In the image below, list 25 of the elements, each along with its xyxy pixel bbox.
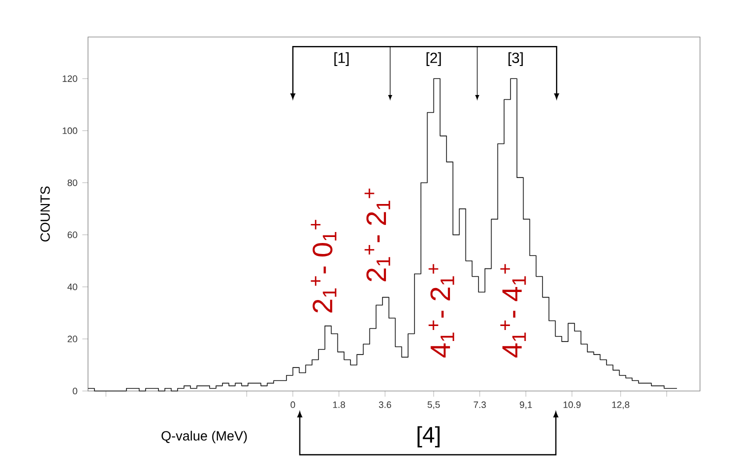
x-tick-label: 9,1: [520, 401, 532, 410]
x-tick-label: 0: [290, 401, 296, 408]
annotation: 4$_{1}$$^{+}$- 2$_{1}$+: [428, 264, 454, 358]
y-tick-label: 100: [62, 127, 78, 134]
y-tick-label: 60: [68, 232, 78, 238]
y-tick-label: 0: [72, 388, 78, 394]
annotation: [1]: [334, 52, 349, 66]
y-axis-title: COUNTS: [40, 186, 50, 242]
x-tick-label: 5,5: [428, 401, 440, 410]
annotation: [2]: [426, 52, 441, 66]
y-tick-label: 40: [67, 284, 78, 290]
annotation: 2$_{1}$$^{+}$- 2$_{1}$+: [364, 188, 390, 282]
annotation: [3]: [508, 52, 523, 66]
annotation: 4$_{1}$$^{+}$- 4$_{1}$+: [500, 264, 526, 358]
y-tick-label: 120: [62, 75, 78, 82]
x-tick-label: 7.3: [474, 401, 486, 408]
x-tick-label: 3.6: [378, 401, 392, 408]
annotation: 2$_{1}$$^{+}$- 0$_{1}$+: [310, 220, 336, 312]
x-tick-label: 10.9: [564, 401, 581, 408]
x-tick-label: 1.8: [333, 401, 346, 408]
x-tick-label: 12,8: [612, 401, 630, 410]
text: [4]: [418, 426, 440, 448]
y-tick-label: 20: [68, 336, 78, 342]
x-axis-title: Q-value (MeV): [162, 430, 247, 444]
y-tick-label: 80: [68, 179, 78, 186]
